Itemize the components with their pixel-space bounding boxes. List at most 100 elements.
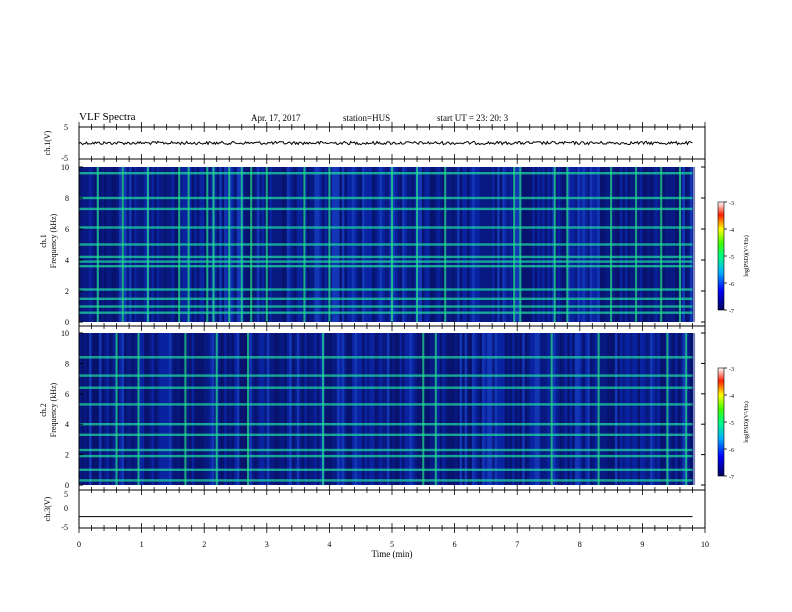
colorbar-tick-label: -5 — [729, 421, 734, 427]
s2-texture-column — [675, 333, 678, 485]
s2-texture-column — [294, 333, 297, 485]
s2-texture-column — [364, 333, 368, 485]
s2-texture-column — [196, 333, 200, 485]
s2-texture-column — [362, 333, 365, 485]
s1-freq-band — [79, 305, 693, 308]
s2-texture-column — [414, 333, 418, 485]
s2-texture-column — [344, 333, 347, 485]
s2-texture-column — [367, 333, 370, 485]
s1-impulse-line — [660, 167, 663, 322]
s2-freq-band — [79, 386, 693, 389]
s2-texture-column — [96, 333, 100, 485]
s2-texture-column — [116, 333, 120, 485]
s2-texture-column — [429, 333, 433, 485]
s2-freq-band — [79, 479, 693, 482]
s2-texture-column — [341, 333, 345, 485]
station-label: station=HUS — [343, 113, 391, 123]
s2-texture-column — [106, 333, 110, 485]
s2-impulse-line — [550, 333, 553, 485]
s2-texture-column — [372, 333, 375, 485]
s2-texture-column — [634, 333, 638, 485]
colorbar-tick-label: -3 — [729, 201, 734, 207]
s2-texture-column — [444, 333, 448, 485]
s1-impulse-line — [391, 167, 393, 322]
s2-texture-column — [387, 333, 390, 485]
s2-texture-column — [564, 333, 568, 485]
s2-texture-column — [609, 333, 613, 485]
ch1-channel-label: ch.1 — [39, 234, 48, 248]
s2-texture-column — [619, 333, 623, 485]
s2-texture-column — [326, 333, 330, 485]
ch3-ylabel: ch.3(V) — [43, 496, 52, 521]
s1-ytick-label: 6 — [65, 225, 69, 234]
s2-texture-column — [622, 333, 625, 485]
s2-texture-column — [457, 333, 460, 485]
time-tick-label: 9 — [640, 540, 644, 549]
s2-texture-column — [537, 333, 540, 485]
s1-freq-band — [79, 297, 693, 300]
s2-texture-column — [657, 333, 660, 485]
s1-ytick-label: 8 — [65, 194, 69, 203]
s2-texture-column — [467, 333, 470, 485]
s2-texture-column — [166, 333, 170, 485]
s2-texture-column — [99, 333, 102, 485]
s2-texture-column — [589, 333, 593, 485]
s2-impulse-line — [322, 333, 325, 485]
s2-texture-column — [169, 333, 172, 485]
s2-texture-column — [574, 333, 578, 485]
s2-texture-column — [664, 333, 668, 485]
s2-texture-column — [226, 333, 230, 485]
s2-texture-column — [612, 333, 615, 485]
s2-texture-column — [514, 333, 518, 485]
s2-texture-column — [529, 333, 533, 485]
s2-texture-column — [301, 333, 305, 485]
ch1-ytick-minus5: -5 — [61, 154, 68, 163]
s1-impulse-line — [416, 167, 418, 322]
s2-freq-band — [79, 374, 693, 377]
s2-texture-column — [351, 333, 355, 485]
colorbar-tick-label: -7 — [729, 309, 734, 315]
s2-texture-column — [234, 333, 237, 485]
s2-texture-column — [191, 333, 195, 485]
s2-texture-column — [281, 333, 285, 485]
time-tick-label: 0 — [77, 540, 81, 549]
s2-texture-column — [532, 333, 535, 485]
s2-texture-column — [557, 333, 560, 485]
ch2-spectrogram-marks — [79, 333, 696, 485]
s2-texture-column — [264, 333, 267, 485]
s2-texture-column — [672, 333, 675, 485]
s2-texture-column — [369, 333, 373, 485]
ch3-ytick-5: 5 — [64, 490, 68, 499]
colorbar-tick-label: -7 — [729, 475, 734, 481]
s2-texture-column — [497, 333, 500, 485]
s2-texture-column — [271, 333, 275, 485]
s2-texture-column — [567, 333, 570, 485]
s2-texture-column — [474, 333, 478, 485]
s2-texture-column — [339, 333, 342, 485]
s2-texture-column — [442, 333, 445, 485]
s2-texture-column — [151, 333, 155, 485]
s1-impulse-line — [240, 167, 243, 322]
s2-texture-column — [602, 333, 605, 485]
s2-texture-column — [512, 333, 515, 485]
s1-impulse-line — [303, 167, 306, 322]
s2-texture-column — [124, 333, 127, 485]
s2-texture-column — [394, 333, 398, 485]
s2-texture-column — [499, 333, 503, 485]
s2-texture-column — [349, 333, 352, 485]
s2-texture-column — [304, 333, 307, 485]
s2-texture-column — [452, 333, 455, 485]
s2-texture-column — [509, 333, 513, 485]
s2-impulse-line — [137, 333, 140, 485]
s2-texture-column — [477, 333, 480, 485]
colorbar-tick-label: -4 — [729, 228, 734, 234]
ch1-spectrogram-marks — [79, 167, 696, 322]
s2-texture-column — [239, 333, 242, 485]
s2-texture-column — [269, 333, 272, 485]
s2-texture-column — [141, 333, 145, 485]
s2-texture-column — [89, 333, 92, 485]
s2-texture-column — [211, 333, 215, 485]
s2-texture-column — [459, 333, 463, 485]
s2-texture-column — [346, 333, 350, 485]
s2-texture-column — [261, 333, 265, 485]
